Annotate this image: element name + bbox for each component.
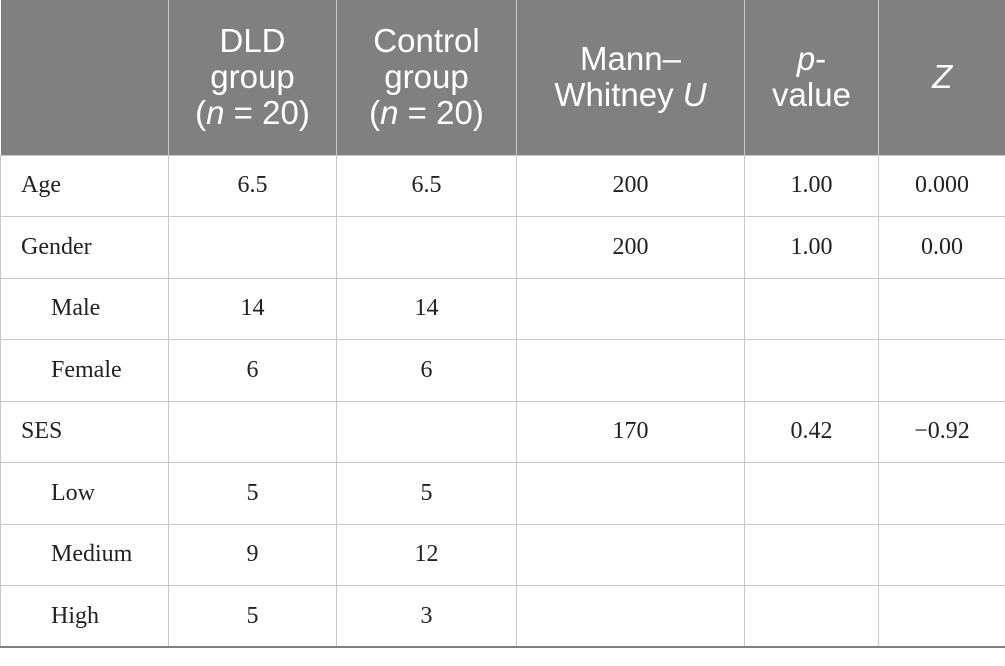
cell-dld: 5	[168, 462, 337, 525]
cell-z	[878, 523, 1005, 586]
cell-p	[744, 523, 879, 586]
header-p-value: p- value	[744, 0, 879, 155]
header-dld-line2: group	[210, 58, 295, 96]
cell-u	[516, 462, 745, 525]
row-label: SES	[0, 400, 169, 463]
row-label: Age	[0, 154, 169, 217]
cell-p	[744, 339, 879, 402]
cell-control: 5	[336, 462, 517, 525]
cell-u	[516, 585, 745, 648]
cell-p: 1.00	[744, 154, 879, 217]
table-row: Low 5 5	[0, 462, 1005, 525]
header-control-line1: Control	[373, 22, 480, 60]
row-label: Male	[0, 277, 169, 340]
cell-p	[744, 277, 879, 340]
cell-control	[336, 216, 517, 279]
header-z: Z	[878, 0, 1005, 155]
cell-u: 200	[516, 154, 745, 217]
cell-p	[744, 462, 879, 525]
cell-dld: 6.5	[168, 154, 337, 217]
cell-dld: 9	[168, 523, 337, 586]
header-p-line2: value	[772, 76, 851, 114]
header-dld-group: DLD group (n = 20)	[168, 0, 337, 155]
header-control-group: Control group (n = 20)	[336, 0, 517, 155]
header-dld-line1: DLD	[219, 22, 286, 60]
cell-u	[516, 523, 745, 586]
row-label: Female	[0, 339, 169, 402]
table-row: Medium 9 12	[0, 523, 1005, 586]
cell-p: 0.42	[744, 400, 879, 463]
cell-z: 0.00	[878, 216, 1005, 279]
table-row: High 5 3	[0, 585, 1005, 648]
header-p-dash: -	[815, 40, 827, 78]
header-p-letter: p	[796, 40, 816, 78]
header-blank	[0, 0, 169, 155]
cell-u: 200	[516, 216, 745, 279]
cell-control: 3	[336, 585, 517, 648]
header-dld-n-count: = 20)	[224, 94, 310, 132]
cell-control	[336, 400, 517, 463]
cell-dld	[168, 216, 337, 279]
row-label: Gender	[0, 216, 169, 279]
cell-z: −0.92	[878, 400, 1005, 463]
cell-dld: 6	[168, 339, 337, 402]
table-row: Age 6.5 6.5 200 1.00 0.000	[0, 154, 1005, 217]
header-mw-whitney: Whitney	[554, 76, 683, 114]
header-mann-whitney-u: Mann– Whitney U	[516, 0, 745, 155]
cell-dld: 14	[168, 277, 337, 340]
header-control-line2: group	[384, 58, 469, 96]
header-control-n-var: n	[380, 94, 399, 132]
cell-control: 6.5	[336, 154, 517, 217]
header-row: DLD group (n = 20) Control group (n = 20…	[0, 0, 1005, 155]
cell-control: 14	[336, 277, 517, 340]
cell-z	[878, 339, 1005, 402]
cell-dld: 5	[168, 585, 337, 648]
cell-z: 0.000	[878, 154, 1005, 217]
cell-dld	[168, 400, 337, 463]
cell-p: 1.00	[744, 216, 879, 279]
row-label: High	[0, 585, 169, 648]
header-control-n-count: = 20)	[398, 94, 484, 132]
header-mw-line1: Mann–	[580, 40, 681, 78]
cell-z	[878, 585, 1005, 648]
cell-z	[878, 277, 1005, 340]
header-dld-n-var: n	[206, 94, 225, 132]
cell-u	[516, 277, 745, 340]
cell-z	[878, 462, 1005, 525]
table-row: Female 6 6	[0, 339, 1005, 402]
demographics-table: DLD group (n = 20) Control group (n = 20…	[0, 0, 1005, 648]
table-row: Male 14 14	[0, 277, 1005, 340]
cell-u: 170	[516, 400, 745, 463]
table-row: SES 170 0.42 −0.92	[0, 400, 1005, 463]
row-label: Medium	[0, 523, 169, 586]
cell-control: 6	[336, 339, 517, 402]
cell-u	[516, 339, 745, 402]
cell-p	[744, 585, 879, 648]
table-row: Gender 200 1.00 0.00	[0, 216, 1005, 279]
cell-control: 12	[336, 523, 517, 586]
header-mw-u: U	[682, 76, 707, 114]
row-label: Low	[0, 462, 169, 525]
